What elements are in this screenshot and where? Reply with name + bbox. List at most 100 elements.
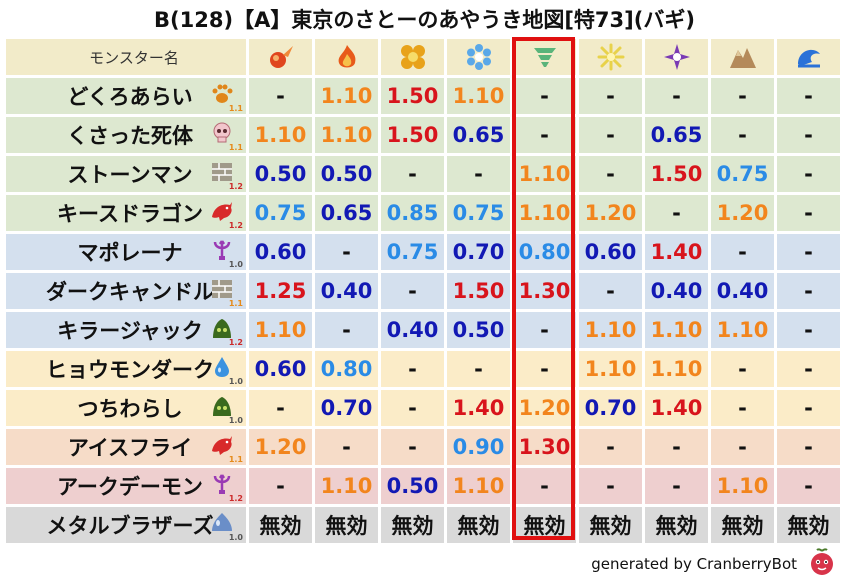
footer-credit: generated by CranberryBot (591, 555, 797, 573)
skull-icon (213, 122, 231, 143)
table-row: つちわらし 1.0-0.70-1.40 1.20 0.70 1.40- - (6, 390, 840, 426)
resistance-value: 1.10 (711, 468, 774, 504)
resistance-value: 1.10 (711, 312, 774, 348)
resistance-value: 0.70 (447, 234, 510, 270)
family-multiplier: 1.1 (228, 143, 243, 152)
resistance-value: - (315, 312, 378, 348)
resistance-value: 0.50 (381, 468, 444, 504)
resistance-value: - (579, 156, 642, 192)
trident-icon (213, 474, 231, 494)
table-row: アイスフライ 1.1 1.20- -0.90 1.30- - - - (6, 429, 840, 465)
resistance-value: 1.10 (315, 117, 378, 153)
resistance-value: - (381, 351, 444, 387)
resistance-value: 1.20 (513, 390, 576, 426)
monster-name-cell: キースドラゴン 1.2 (6, 195, 246, 231)
resistance-value: 1.20 (711, 195, 774, 231)
resistance-value: 1.30 (513, 273, 576, 309)
resistance-value: - (711, 78, 774, 114)
resistance-value: - (711, 429, 774, 465)
resistance-value: - (645, 429, 708, 465)
monster-name-cell: アークデーモン 1.2 (6, 468, 246, 504)
resistance-value: 1.20 (249, 429, 312, 465)
resistance-value: 1.10 (249, 312, 312, 348)
cranberry-icon (811, 548, 833, 575)
resistance-value: 1.10 (513, 156, 576, 192)
resistance-value: 0.40 (711, 273, 774, 309)
family-multiplier: 1.1 (228, 455, 243, 464)
resistance-value: 1.10 (513, 195, 576, 231)
monster-name-cell: ヒョウモンダーク 1.0 (6, 351, 246, 387)
water-drop-icon (215, 357, 229, 377)
stone-block-icon (212, 163, 232, 181)
resistance-value: - (381, 429, 444, 465)
family-multiplier: 1.0 (228, 416, 243, 425)
resistance-value: - (777, 78, 840, 114)
resistance-value: - (711, 351, 774, 387)
resistance-value: 1.40 (447, 390, 510, 426)
monster-name-header-label: モンスター名 (89, 48, 179, 67)
darkness-icon (645, 39, 708, 75)
slime-green-icon (213, 397, 231, 416)
dragon-icon (212, 436, 232, 455)
monster-name-cell: キラージャック 1.2 (6, 312, 246, 348)
resistance-value: - (381, 390, 444, 426)
resistance-value: - (579, 468, 642, 504)
monster-name: ヒョウモンダーク (46, 358, 214, 382)
table-row: アークデーモン 1.2-1.10 0.50 1.10- - -1.10- (6, 468, 840, 504)
resistance-value: - (249, 78, 312, 114)
monster-name: キラージャック (57, 319, 203, 343)
family-multiplier: 1.2 (228, 182, 243, 191)
table-row: ストーンマン 1.2 0.50 0.50- -1.10-1.50 0.75- (6, 156, 840, 192)
resistance-value: 0.70 (579, 390, 642, 426)
resistance-value: 1.40 (645, 390, 708, 426)
resistance-value: - (381, 273, 444, 309)
monster-name-cell: どくろあらい 1.1 (6, 78, 246, 114)
resistance-value: 0.70 (315, 390, 378, 426)
monster-name: アイスフライ (67, 436, 193, 460)
table-row: ダークキャンドル 1.1 1.25 0.40-1.50 1.30-0.40 0.40- (6, 273, 840, 309)
resistance-value: - (777, 273, 840, 309)
ice-icon (447, 39, 510, 75)
resistance-value: - (777, 468, 840, 504)
resistance-value: - (513, 117, 576, 153)
resistance-value: 1.50 (381, 117, 444, 153)
resistance-value: 1.50 (381, 78, 444, 114)
monster-name-cell: マポレーナ 1.0 (6, 234, 246, 270)
resistance-value: 1.25 (249, 273, 312, 309)
resistance-value: 無効 (645, 507, 708, 543)
tornado-icon (513, 39, 576, 75)
resistance-value: - (645, 195, 708, 231)
resistance-value: 0.40 (315, 273, 378, 309)
resistance-value: - (315, 429, 378, 465)
monster-name-cell: アイスフライ 1.1 (6, 429, 246, 465)
resistance-value: - (513, 351, 576, 387)
resistance-value: - (777, 390, 840, 426)
resistance-value: - (579, 78, 642, 114)
header-row: モンスター名 (6, 39, 840, 75)
resistance-value: 1.20 (579, 195, 642, 231)
dragon-icon (212, 202, 232, 221)
resistance-value: 無効 (777, 507, 840, 543)
resistance-value: 0.50 (315, 156, 378, 192)
family-multiplier: 1.1 (228, 104, 243, 113)
monster-name: メタルブラザーズ (46, 514, 214, 538)
resistance-value: 1.10 (315, 468, 378, 504)
trident-icon (213, 240, 231, 260)
resistance-value: - (711, 390, 774, 426)
resistance-value: 無効 (513, 507, 576, 543)
monster-name: つちわらし (77, 397, 183, 421)
monster-name-cell: ダークキャンドル 1.1 (6, 273, 246, 309)
resistance-value: 1.10 (579, 312, 642, 348)
resistance-value: 0.65 (447, 117, 510, 153)
resistance-value: 0.50 (447, 312, 510, 348)
resistance-value: 1.10 (447, 468, 510, 504)
resistance-value: 0.60 (579, 234, 642, 270)
monster-name: どくろあらい (67, 85, 193, 109)
lightning-icon (579, 39, 642, 75)
resistance-value: - (777, 312, 840, 348)
resistance-value: 0.80 (315, 351, 378, 387)
family-multiplier: 1.0 (228, 533, 243, 542)
resistance-value: - (645, 468, 708, 504)
resistance-value: 1.50 (447, 273, 510, 309)
resistance-value: 1.10 (447, 78, 510, 114)
